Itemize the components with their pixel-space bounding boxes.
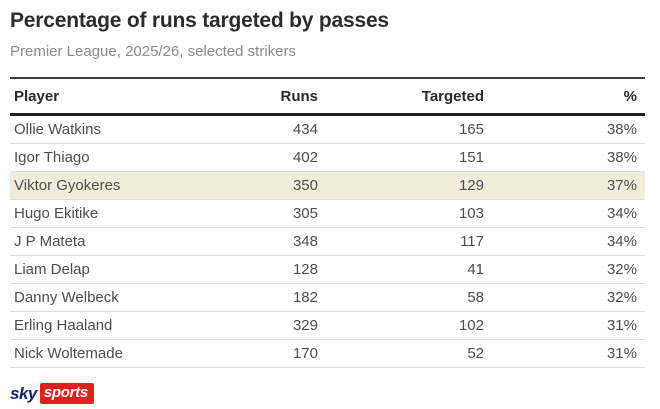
table-row: J P Mateta 348 117 34% xyxy=(10,227,645,256)
targeted-cell: 52 xyxy=(318,339,484,368)
player-cell: Ollie Watkins xyxy=(10,114,210,144)
stats-table: Player Runs Targeted % Ollie Watkins 434 1… xyxy=(10,77,645,368)
targeted-cell: 102 xyxy=(318,311,484,340)
table-row: Ollie Watkins 434 165 38% xyxy=(10,114,645,144)
column-header-runs: Runs xyxy=(210,77,318,116)
targeted-cell: 151 xyxy=(318,143,484,172)
targeted-cell: 58 xyxy=(318,283,484,312)
pct-cell: 34% xyxy=(484,199,645,228)
pct-cell: 38% xyxy=(484,114,645,144)
pct-cell: 38% xyxy=(484,143,645,172)
pct-cell: 37% xyxy=(484,171,645,200)
player-cell: Hugo Ekitike xyxy=(10,199,210,228)
pct-cell: 32% xyxy=(484,255,645,284)
column-header-targeted: Targeted xyxy=(318,77,484,116)
sky-logo-text: sky xyxy=(10,383,37,403)
column-header-player: Player xyxy=(10,77,210,116)
runs-cell: 128 xyxy=(210,255,318,284)
player-cell: Liam Delap xyxy=(10,255,210,284)
table-row: Nick Woltemade 170 52 31% xyxy=(10,339,645,368)
runs-cell: 305 xyxy=(210,199,318,228)
table-row: Hugo Ekitike 305 103 34% xyxy=(10,199,645,228)
player-cell: J P Mateta xyxy=(10,227,210,256)
targeted-cell: 41 xyxy=(318,255,484,284)
pct-cell: 31% xyxy=(484,339,645,368)
targeted-cell: 103 xyxy=(318,199,484,228)
runs-cell: 402 xyxy=(210,143,318,172)
targeted-cell: 165 xyxy=(318,114,484,144)
player-cell: Nick Woltemade xyxy=(10,339,210,368)
pct-cell: 32% xyxy=(484,283,645,312)
table-row: Danny Welbeck 182 58 32% xyxy=(10,283,645,312)
player-cell: Danny Welbeck xyxy=(10,283,210,312)
table-row: Liam Delap 128 41 32% xyxy=(10,255,645,284)
sky-sports-logo: sky sports xyxy=(10,383,645,404)
pct-cell: 34% xyxy=(484,227,645,256)
table-row: Viktor Gyokeres 350 129 37% xyxy=(10,171,645,200)
targeted-cell: 117 xyxy=(318,227,484,256)
column-header-pct: % xyxy=(484,77,645,116)
page-title: Percentage of runs targeted by passes xyxy=(10,9,389,32)
table-body: Ollie Watkins 434 165 38% Igor Thiago 402 151 3… xyxy=(10,114,645,368)
player-cell: Viktor Gyokeres xyxy=(10,171,210,200)
pct-cell: 31% xyxy=(484,311,645,340)
runs-cell: 350 xyxy=(210,171,318,200)
runs-cell: 348 xyxy=(210,227,318,256)
targeted-cell: 129 xyxy=(318,171,484,200)
player-cell: Erling Haaland xyxy=(10,311,210,340)
runs-cell: 170 xyxy=(210,339,318,368)
page-subtitle: Premier League, 2025/26, selected strike… xyxy=(10,43,296,60)
runs-cell: 434 xyxy=(210,114,318,144)
table-row: Erling Haaland 329 102 31% xyxy=(10,311,645,340)
table-row: Igor Thiago 402 151 38% xyxy=(10,143,645,172)
table-header-row: Player Runs Targeted % xyxy=(10,77,645,116)
sports-logo-badge: sports xyxy=(39,383,94,404)
player-cell: Igor Thiago xyxy=(10,143,210,172)
runs-cell: 182 xyxy=(210,283,318,312)
runs-cell: 329 xyxy=(210,311,318,340)
